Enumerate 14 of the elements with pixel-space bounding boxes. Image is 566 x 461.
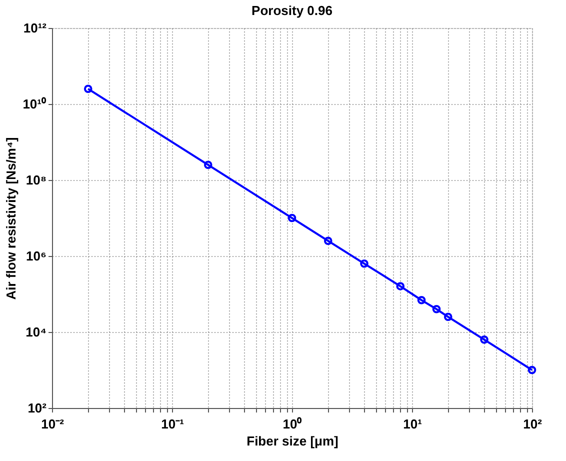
chart-title: Porosity 0.96	[252, 3, 332, 18]
y-tick-label: 10⁶	[26, 248, 47, 264]
x-tick-label: 10⁻²	[41, 416, 65, 432]
y-tick-label: 10¹⁰	[22, 96, 46, 112]
y-tick-label: 10¹²	[23, 20, 48, 36]
y-tick-label: 10⁸	[26, 172, 46, 188]
y-tick-label: 10⁴	[26, 324, 46, 340]
x-axis-title: Fiber size [μm]	[246, 434, 338, 448]
x-tick-label: 10²	[523, 416, 543, 432]
x-tick-label: 10¹	[403, 416, 422, 432]
x-tick-label: 10⁻¹	[161, 416, 184, 432]
y-axis-title: Air flow resistivity [Ns/m⁴]	[4, 137, 19, 300]
x-tick-label: 10⁰	[282, 416, 302, 432]
y-tick-label: 10²	[28, 400, 48, 416]
